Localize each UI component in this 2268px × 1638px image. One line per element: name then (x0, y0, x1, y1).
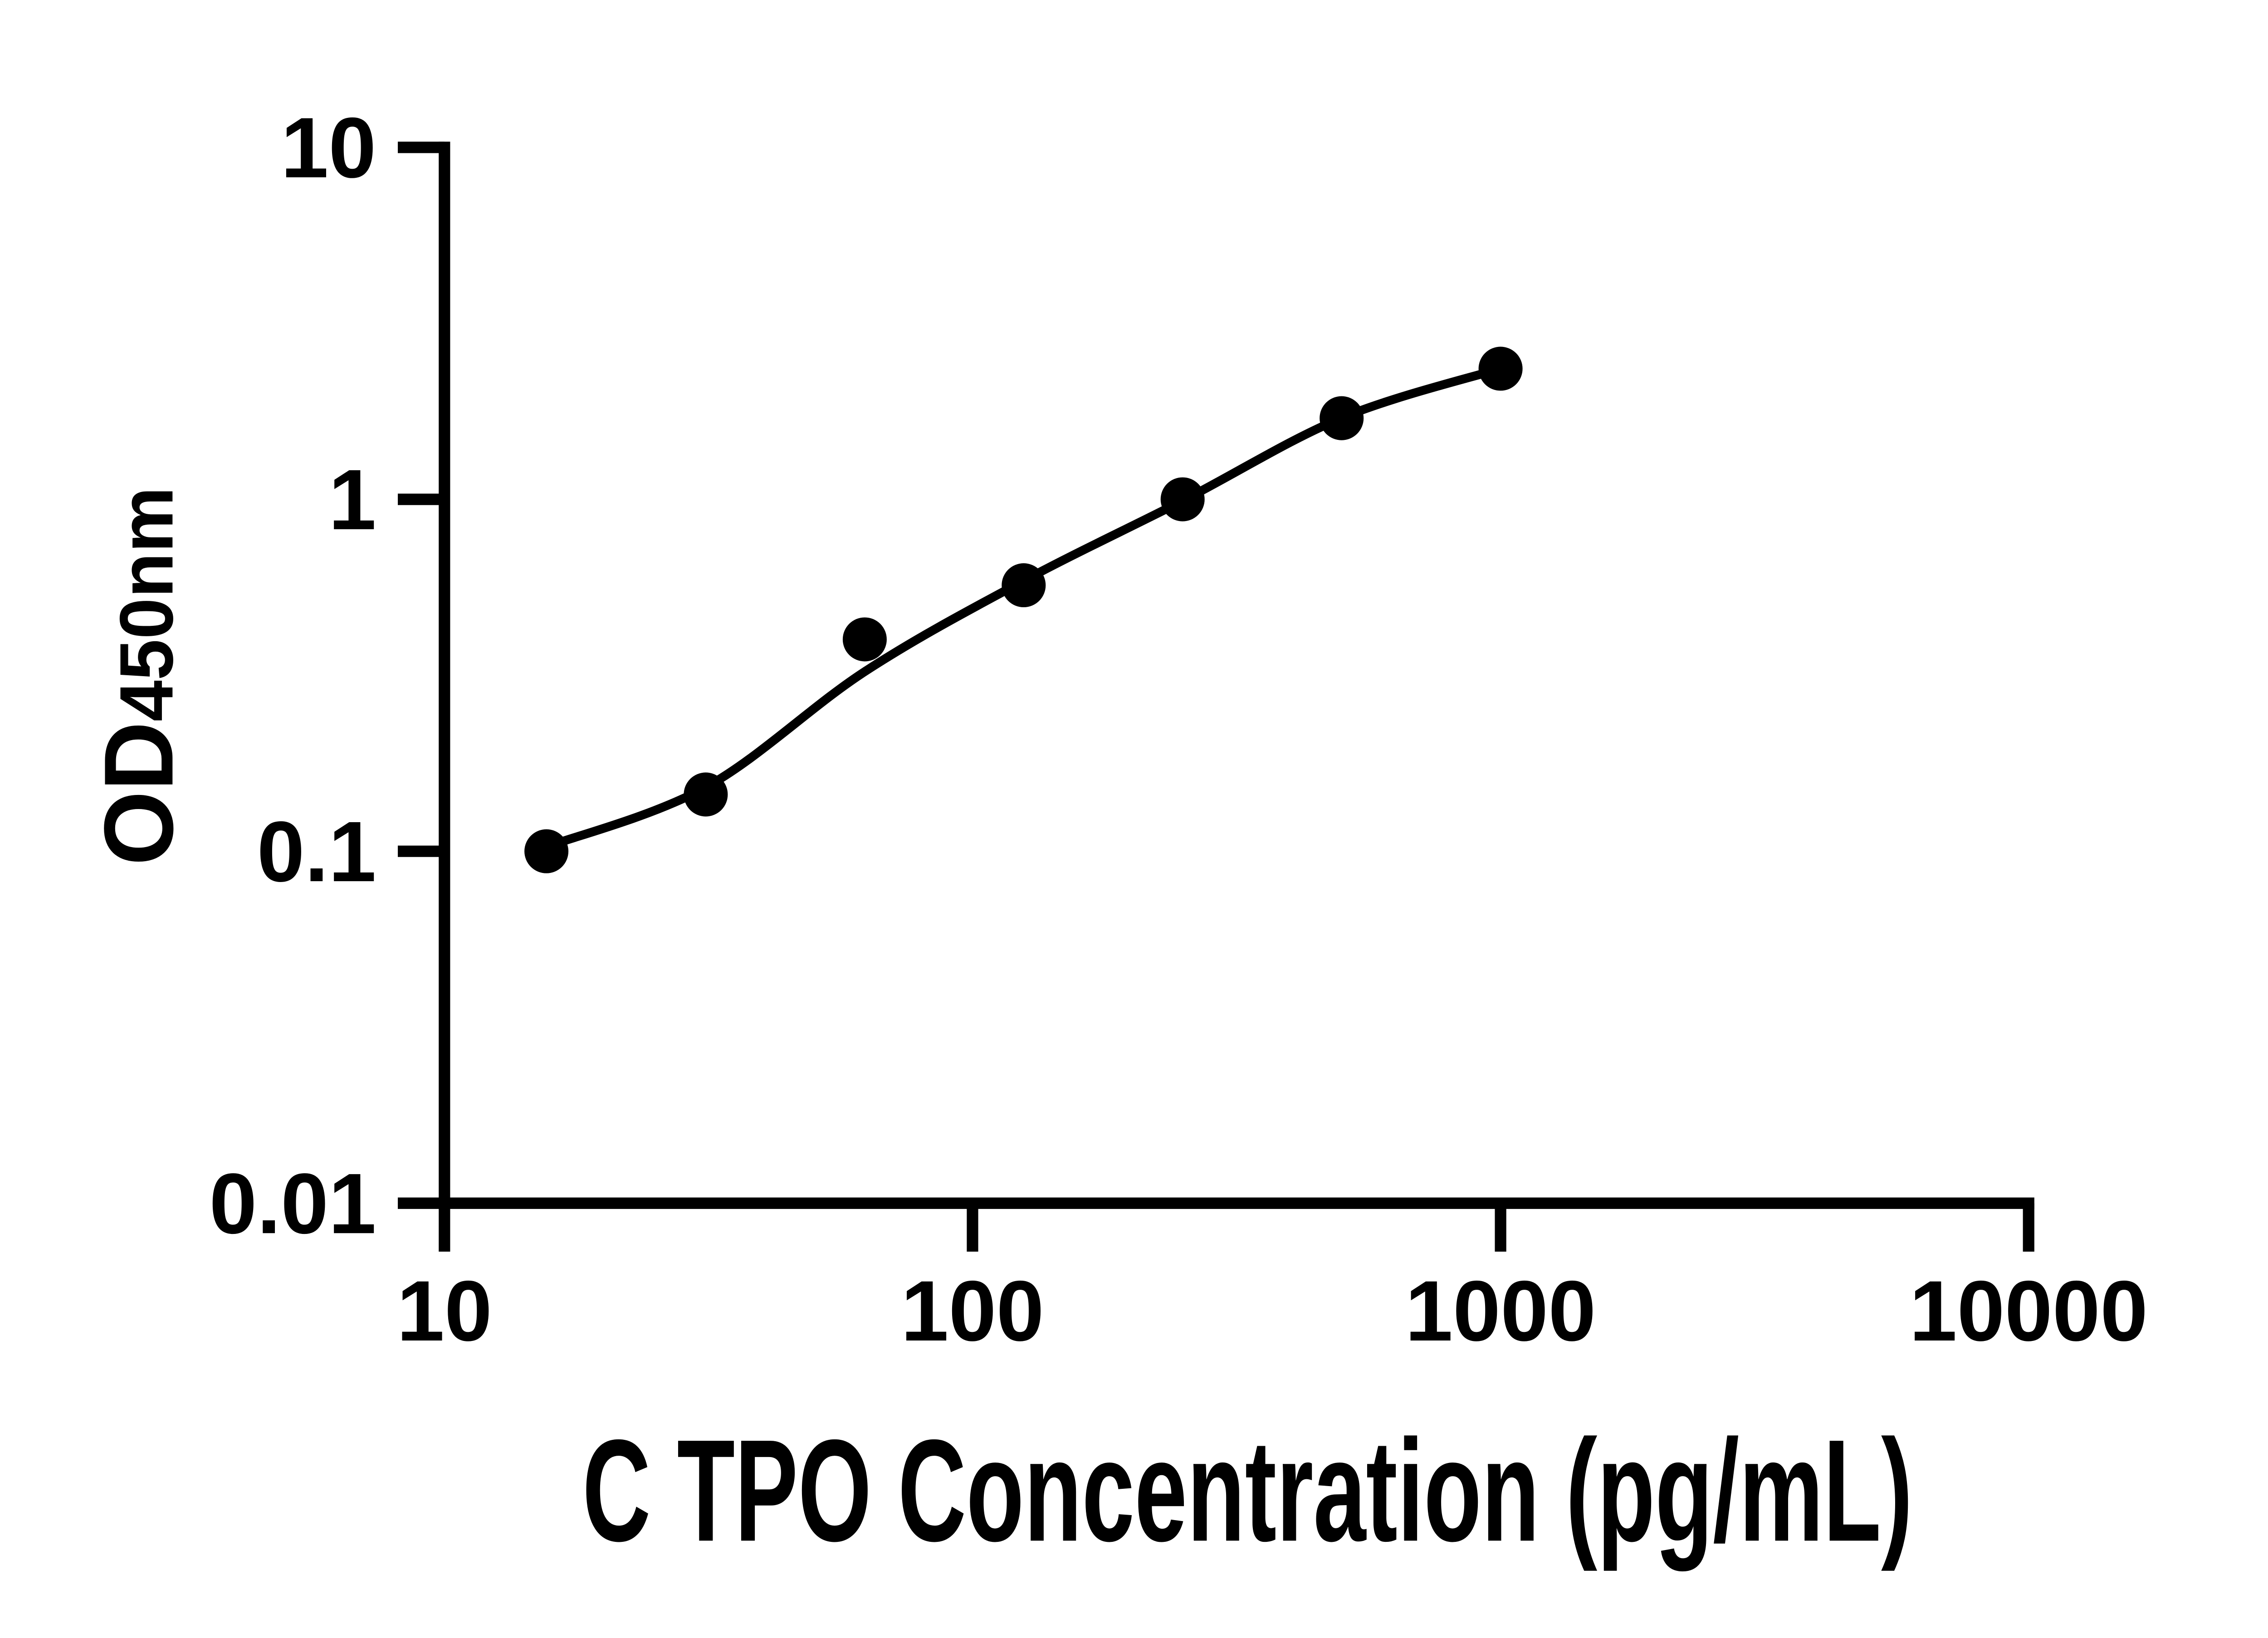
axes-group (439, 141, 2034, 1209)
data-point (1002, 563, 1046, 608)
x-tick-label: 1000 (1405, 1263, 1596, 1359)
y-tick-label: 1 (328, 452, 376, 548)
x-tick-label: 10 (397, 1263, 492, 1359)
ticks-group (397, 141, 2034, 1252)
y-tick-label: 0.01 (209, 1156, 376, 1252)
x-tick-label: 10000 (1909, 1263, 2148, 1359)
data-point (684, 772, 728, 817)
y-axis-title-sub: 450nm (104, 487, 189, 722)
y-tick-label: 10 (281, 100, 376, 196)
data-point (1160, 477, 1205, 522)
fit-curve (545, 364, 1502, 851)
elisa-standard-curve-figure: 10 1 0.1 0.01 10 100 1000 10000 C TPO Concentra… (83, 100, 2148, 1573)
data-point (842, 617, 887, 662)
x-tick-label: 100 (901, 1263, 1044, 1359)
y-axis-title: OD450nm (83, 487, 193, 865)
x-axis-title: C TPO Concentration (pg/mL) (582, 1409, 1913, 1572)
data-point (1478, 346, 1523, 391)
y-tick-label: 0.1 (257, 804, 376, 900)
data-point (524, 829, 569, 873)
curve-group (545, 364, 1502, 851)
data-point (1320, 396, 1364, 440)
y-axis-title-main: OD (83, 722, 193, 866)
points-group (524, 346, 1523, 873)
